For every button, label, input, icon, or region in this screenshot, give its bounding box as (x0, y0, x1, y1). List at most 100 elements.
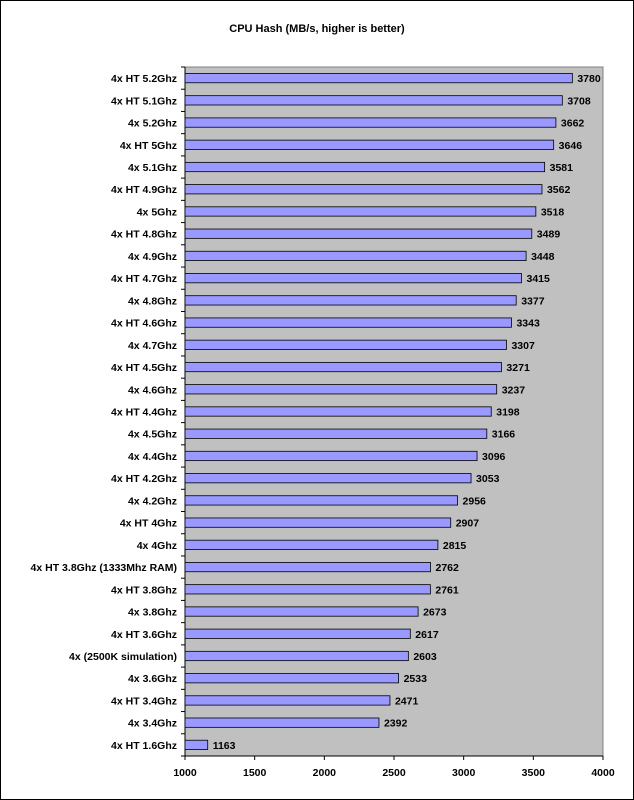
data-label: 1163 (213, 740, 236, 752)
bar (184, 117, 557, 128)
category-label: 4x 3.8Ghz (128, 607, 177, 619)
data-label: 3448 (531, 251, 555, 263)
data-label: 3780 (577, 73, 601, 85)
bar (184, 384, 498, 395)
data-label: 3053 (476, 473, 500, 485)
x-tick-label: 2500 (382, 767, 406, 779)
data-label: 3708 (567, 95, 591, 107)
data-label: 2956 (463, 495, 487, 507)
bar (184, 250, 527, 261)
bar (184, 650, 409, 662)
data-label: 3518 (541, 206, 565, 218)
data-label: 3343 (516, 318, 540, 330)
data-label: 3166 (492, 429, 516, 441)
bar (184, 139, 555, 150)
category-label: 4x HT 1.6Ghz (111, 740, 177, 752)
data-label: 3307 (511, 340, 535, 352)
category-label: 4x HT 4.2Ghz (111, 473, 177, 485)
bar (184, 695, 391, 706)
category-label: 4x HT 4.7Ghz (111, 273, 177, 285)
category-label: 4x 3.6Ghz (128, 673, 177, 685)
data-label: 3237 (502, 384, 526, 396)
category-label: 4x 4.7Ghz (128, 340, 177, 352)
category-label: 4x HT 4.5Ghz (111, 362, 177, 374)
data-label: 3377 (521, 295, 545, 307)
bar (184, 539, 439, 550)
data-label: 3198 (496, 407, 520, 419)
bar (184, 517, 452, 528)
data-label: 3646 (559, 140, 583, 152)
bar (184, 584, 431, 595)
bar (184, 95, 563, 106)
data-label: 3096 (482, 451, 506, 463)
bar (184, 295, 517, 306)
category-label: 4x HT 3.6Ghz (111, 629, 177, 641)
category-label: 4x 4.8Ghz (128, 295, 177, 307)
category-label: 4x HT 3.8Ghz (1333Mhz RAM) (31, 562, 177, 574)
category-label: 4x HT 4.4Ghz (111, 407, 177, 419)
data-label: 2761 (435, 584, 459, 596)
bar (184, 339, 507, 350)
labels: 3780 4x HT 5.2Ghz 3708 4x HT 5.1Ghz 3662 4x 5… (31, 73, 601, 752)
data-label: 2815 (443, 540, 467, 552)
data-label: 3271 (506, 362, 530, 374)
bar (184, 73, 573, 84)
bar (184, 428, 488, 439)
category-label: 4x HT 4.9Ghz (111, 184, 177, 196)
bar (184, 562, 431, 573)
bar (184, 628, 411, 639)
data-label: 2617 (415, 629, 439, 641)
data-label: 2392 (384, 718, 408, 730)
data-label: 3662 (561, 118, 585, 130)
bar (184, 606, 419, 617)
category-label: 4x 5.2Ghz (128, 118, 177, 130)
data-label: 2907 (456, 518, 480, 530)
chart-title: CPU Hash (MB/s, higher is better) (229, 23, 405, 35)
bar (184, 717, 380, 728)
data-label: 2762 (436, 562, 460, 574)
bar (184, 206, 537, 217)
bar (184, 317, 512, 328)
category-label: 4x HT 3.4Ghz (111, 695, 177, 707)
x-tick-label: 3500 (522, 767, 546, 779)
category-label: 4x HT 3.8Ghz (111, 584, 177, 596)
bar (184, 673, 399, 684)
x-tick-label: 1500 (243, 767, 267, 779)
bar (184, 739, 209, 750)
bar (184, 161, 546, 173)
data-label: 2533 (404, 673, 428, 685)
category-label: 4x HT 4Ghz (120, 518, 177, 530)
bar (184, 228, 533, 239)
axes: 1000 1500 2000 2500 3000 3500 4000 (173, 66, 615, 779)
category-label: 4x 5Ghz (137, 206, 177, 218)
x-tick-label: 1000 (173, 767, 197, 779)
category-label: 4x (2500K simulation) (69, 651, 177, 663)
category-label: 4x 3.4Ghz (128, 718, 177, 730)
category-label: 4x HT 5Ghz (120, 140, 177, 152)
category-label: 4x HT 4.6Ghz (111, 318, 177, 330)
category-label: 4x HT 4.8Ghz (111, 229, 177, 241)
data-label: 2471 (395, 695, 419, 707)
data-label: 3489 (537, 229, 561, 241)
bar (184, 450, 478, 462)
category-label: 4x 5.1Ghz (128, 162, 177, 174)
bars (184, 73, 573, 750)
data-label: 2673 (423, 607, 447, 619)
bar (184, 184, 543, 195)
category-label: 4x 4.5Ghz (128, 429, 177, 441)
category-label: 4x 4Ghz (137, 540, 177, 552)
bar (184, 361, 502, 373)
x-tick-label: 3000 (452, 767, 476, 779)
category-label: 4x 4.4Ghz (128, 451, 177, 463)
bar (184, 473, 472, 484)
data-label: 2603 (413, 651, 437, 663)
x-tick-label: 4000 (591, 767, 615, 779)
category-label: 4x 4.6Ghz (128, 384, 177, 396)
category-label: 4x 4.9Ghz (128, 251, 177, 263)
category-label: 4x HT 5.2Ghz (111, 73, 177, 85)
category-label: 4x HT 5.1Ghz (111, 95, 177, 107)
bar (184, 273, 522, 284)
data-label: 3581 (550, 162, 574, 174)
bar (184, 495, 458, 506)
